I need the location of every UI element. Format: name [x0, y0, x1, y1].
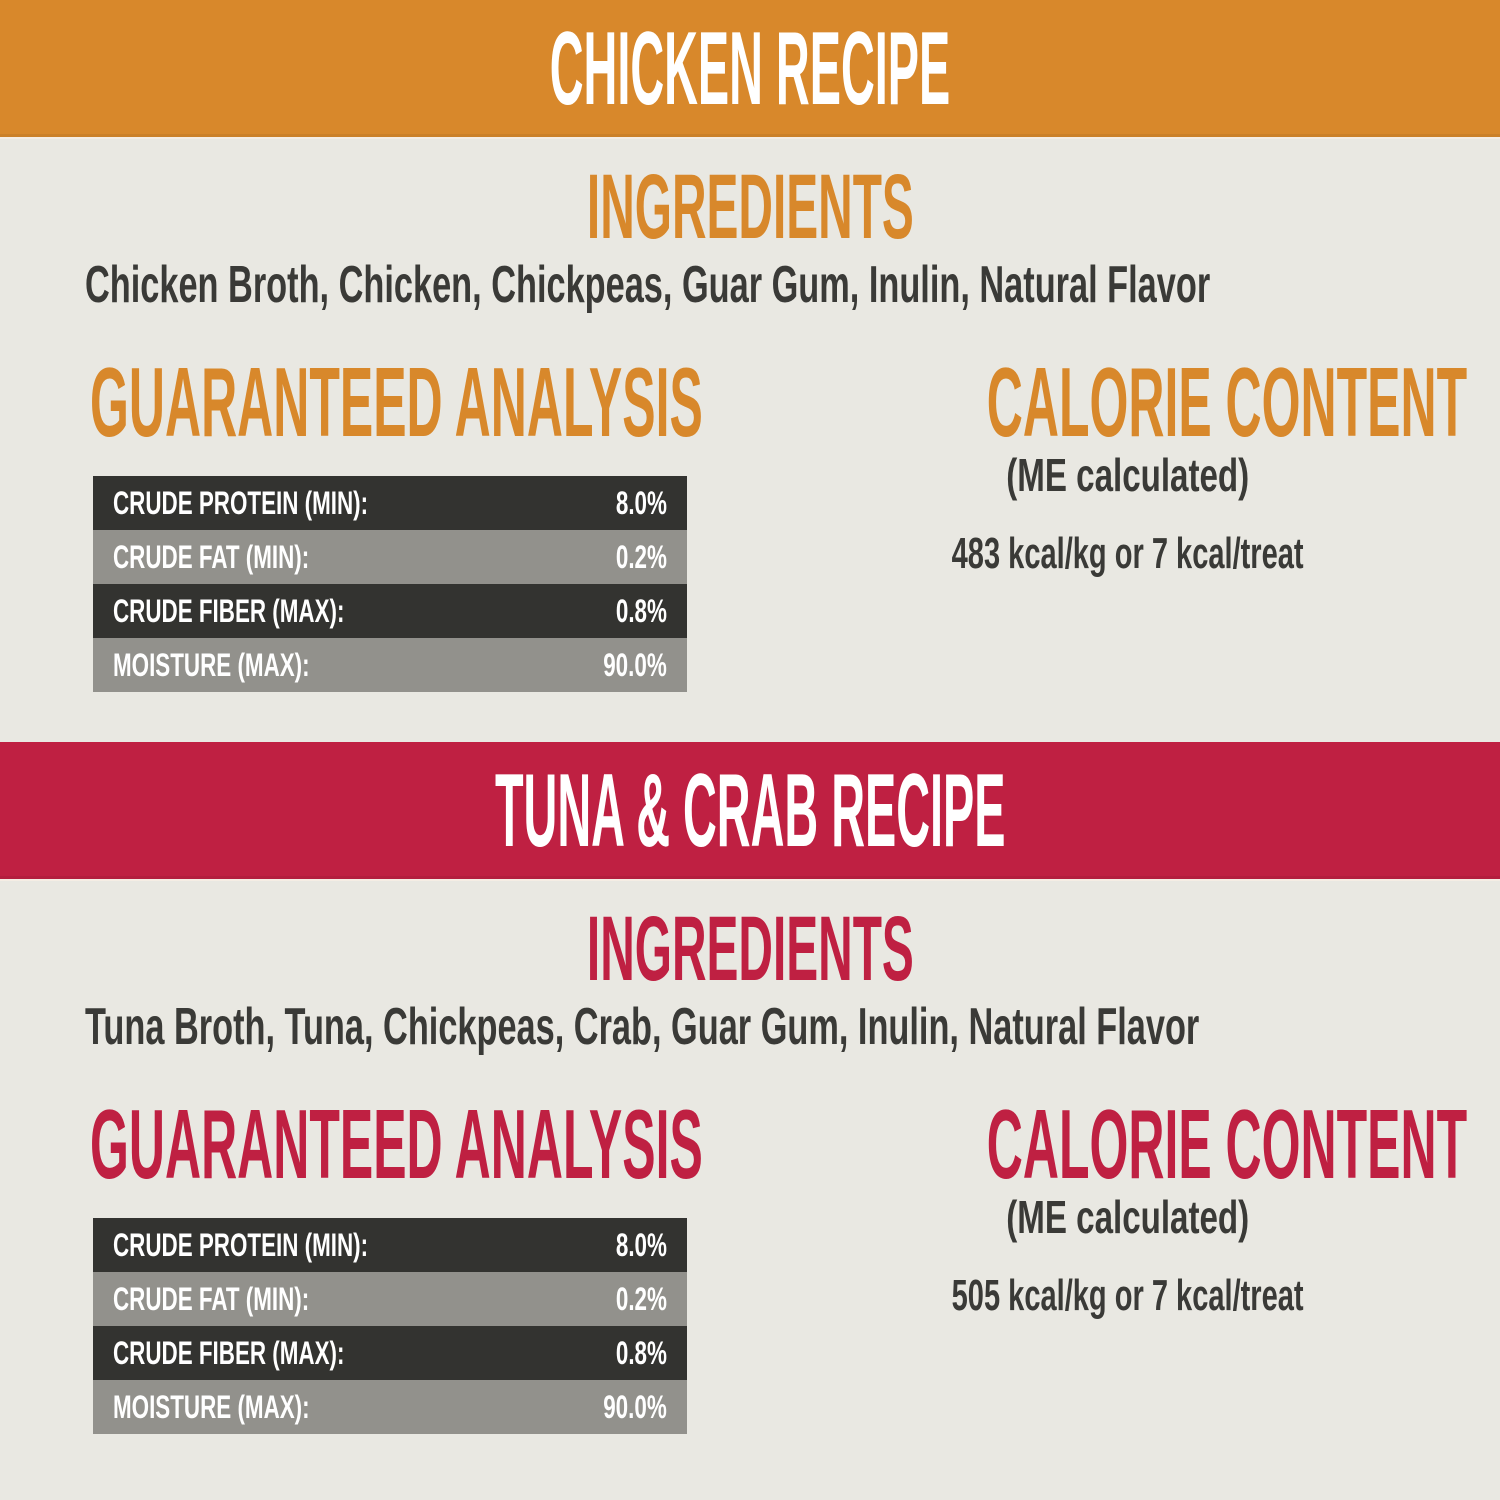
ingredients-heading: INGREDIENTS	[586, 156, 914, 258]
analysis-row-value: 8.0%	[615, 1227, 667, 1263]
analysis-row-label: CRUDE PROTEIN (MIN):	[113, 485, 369, 521]
analysis-row-moisture: MOISTURE (MAX): 90.0%	[93, 1380, 687, 1434]
ingredients-list: Tuna Broth, Tuna, Chickpeas, Crab, Guar …	[85, 998, 1200, 1056]
analysis-row-label: CRUDE FIBER (MAX):	[113, 1335, 345, 1371]
guaranteed-analysis-heading: GUARANTEED ANALYSIS	[90, 1089, 703, 1199]
ingredients-heading: INGREDIENTS	[586, 898, 914, 1000]
tuna-crab-recipe-banner: TUNA & CRAB RECIPE	[0, 742, 1500, 879]
analysis-row-value: 8.0%	[615, 485, 667, 521]
analysis-row-crude-protein: CRUDE PROTEIN (MIN): 8.0%	[93, 1218, 687, 1272]
section-tuna-crab-recipe: TUNA & CRAB RECIPE INGREDIENTS Tuna Brot…	[0, 742, 1500, 1500]
analysis-row-label: CRUDE PROTEIN (MIN):	[113, 1227, 369, 1263]
section-chicken-recipe: CHICKEN RECIPE INGREDIENTS Chicken Broth…	[0, 0, 1500, 742]
analysis-row-value: 0.8%	[615, 1335, 667, 1371]
analysis-row-label: CRUDE FIBER (MAX):	[113, 593, 345, 629]
calorie-value: 505 kcal/kg or 7 kcal/treat	[952, 1271, 1304, 1320]
analysis-row-label: MOISTURE (MAX):	[113, 647, 310, 683]
guaranteed-analysis-heading: GUARANTEED ANALYSIS	[90, 347, 703, 457]
analysis-row-label: MOISTURE (MAX):	[113, 1389, 310, 1425]
calorie-content-heading: CALORIE CONTENT	[986, 1089, 1468, 1199]
analysis-row-value: 0.2%	[615, 1281, 667, 1317]
analysis-row-label: CRUDE FAT (MIN):	[113, 1281, 310, 1317]
me-calculated-note: (ME calculated)	[1006, 1191, 1250, 1243]
analysis-row-value: 0.8%	[615, 593, 667, 629]
analysis-row-value: 90.0%	[603, 647, 667, 683]
recipe-banner-title: CHICKEN RECIPE	[549, 10, 951, 127]
analysis-row-value: 0.2%	[615, 539, 667, 575]
analysis-row-crude-fat: CRUDE FAT (MIN): 0.2%	[93, 1272, 687, 1326]
analysis-row-moisture: MOISTURE (MAX): 90.0%	[93, 638, 687, 692]
analysis-row-value: 90.0%	[603, 1389, 667, 1425]
analysis-row-crude-fat: CRUDE FAT (MIN): 0.2%	[93, 530, 687, 584]
guaranteed-analysis-table: CRUDE PROTEIN (MIN): 8.0% CRUDE FAT (MIN…	[93, 476, 687, 692]
me-calculated-note: (ME calculated)	[1006, 449, 1250, 501]
recipe-banner-title: TUNA & CRAB RECIPE	[494, 752, 1006, 869]
chicken-recipe-banner: CHICKEN RECIPE	[0, 0, 1500, 137]
guaranteed-analysis-table: CRUDE PROTEIN (MIN): 8.0% CRUDE FAT (MIN…	[93, 1218, 687, 1434]
analysis-row-label: CRUDE FAT (MIN):	[113, 539, 310, 575]
analysis-row-crude-fiber: CRUDE FIBER (MAX): 0.8%	[93, 584, 687, 638]
analysis-row-crude-protein: CRUDE PROTEIN (MIN): 8.0%	[93, 476, 687, 530]
analysis-row-crude-fiber: CRUDE FIBER (MAX): 0.8%	[93, 1326, 687, 1380]
calorie-content-heading: CALORIE CONTENT	[986, 347, 1468, 457]
ingredients-list: Chicken Broth, Chicken, Chickpeas, Guar …	[85, 256, 1211, 314]
calorie-value: 483 kcal/kg or 7 kcal/treat	[952, 529, 1304, 578]
